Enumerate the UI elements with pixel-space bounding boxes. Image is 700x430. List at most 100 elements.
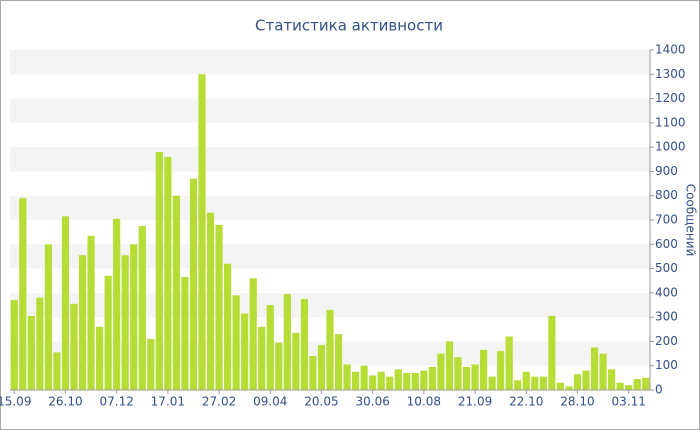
bar [445, 341, 454, 390]
grid-band [10, 50, 650, 75]
y-tick-label: 700 [655, 213, 678, 227]
bar [155, 152, 163, 390]
bar [27, 315, 35, 390]
bar [343, 364, 351, 390]
y-tick-label: 500 [655, 261, 678, 275]
bar [53, 352, 61, 390]
bar [258, 326, 266, 390]
grid-band [10, 147, 650, 172]
bar [189, 178, 198, 390]
bar [386, 376, 394, 390]
bar [411, 373, 419, 390]
bar [428, 366, 436, 390]
bar [462, 366, 471, 390]
bar [360, 365, 368, 390]
bar [138, 226, 146, 390]
bar [104, 275, 112, 390]
bar [471, 364, 479, 390]
bar [87, 235, 95, 390]
x-tick-label: 28.10 [560, 395, 594, 409]
x-tick-label: 03.11 [611, 395, 645, 409]
y-tick-label: 600 [655, 237, 678, 251]
bar [377, 371, 385, 390]
y-tick-label: 800 [655, 188, 678, 202]
y-tick-label: 0 [655, 383, 663, 397]
x-tick-label: 15.09 [0, 395, 31, 409]
bar [437, 353, 445, 390]
bar [10, 300, 18, 390]
x-tick-label: 26.10 [48, 395, 82, 409]
bar [497, 351, 505, 390]
bar [266, 305, 274, 390]
bar [36, 297, 44, 390]
bar [590, 347, 599, 390]
grid-band [10, 98, 650, 123]
grid-band [10, 244, 650, 269]
bar [224, 263, 232, 390]
y-tick-label: 200 [655, 334, 678, 348]
bar [403, 373, 411, 390]
bar [292, 332, 300, 390]
chart-title: Статистика активности [255, 17, 443, 35]
bar [642, 377, 650, 390]
x-tick-label: 27.02 [202, 395, 236, 409]
y-tick-label: 900 [655, 164, 678, 178]
bar [61, 216, 70, 390]
grid-band [10, 195, 650, 220]
x-tick-label: 17.01 [151, 395, 185, 409]
y-tick-label: 1000 [655, 140, 686, 154]
bar [241, 313, 249, 390]
bar [198, 74, 206, 391]
y-tick-label: 1200 [655, 91, 686, 105]
bar [130, 244, 138, 390]
bar [556, 382, 564, 390]
y-tick-label: 1300 [655, 67, 686, 81]
x-tick-label: 30.06 [355, 395, 389, 409]
bar [232, 295, 240, 390]
bar [19, 198, 27, 390]
bar [164, 156, 172, 390]
bar [633, 379, 641, 390]
bar [147, 339, 155, 390]
y-tick-label: 1100 [655, 115, 686, 129]
bar [172, 195, 180, 390]
x-tick-label: 20.05 [304, 395, 338, 409]
bar [608, 369, 616, 390]
bar [369, 375, 377, 390]
y-tick-label: 300 [655, 310, 678, 324]
bar [505, 336, 513, 390]
bar [531, 376, 539, 390]
bar [599, 353, 607, 390]
bar [44, 244, 52, 390]
bar [249, 278, 257, 390]
bar [394, 369, 402, 390]
y-tick-label: 1400 [655, 43, 686, 57]
bar [121, 255, 129, 390]
x-tick-label: 10.08 [407, 395, 441, 409]
bar [565, 386, 573, 390]
bar [317, 345, 326, 390]
x-tick-label: 07.12 [99, 395, 133, 409]
x-tick-label: 22.10 [509, 395, 543, 409]
bar [573, 374, 582, 390]
bar [488, 376, 496, 390]
bar [96, 326, 104, 390]
bar [326, 309, 334, 390]
bar [454, 357, 462, 390]
bar [215, 224, 223, 390]
bar [625, 385, 633, 390]
bar [70, 303, 78, 390]
x-tick-label: 09.04 [253, 395, 287, 409]
bar [113, 218, 121, 390]
bar [78, 255, 87, 390]
bar [582, 370, 590, 390]
y-tick-label: 100 [655, 358, 678, 372]
bar [283, 294, 291, 390]
bar [420, 370, 428, 390]
bar [300, 298, 308, 390]
x-tick-label: 21.09 [458, 395, 492, 409]
y-axis-label: Сообщений [684, 184, 698, 257]
bar [334, 334, 343, 390]
bar [539, 376, 547, 390]
